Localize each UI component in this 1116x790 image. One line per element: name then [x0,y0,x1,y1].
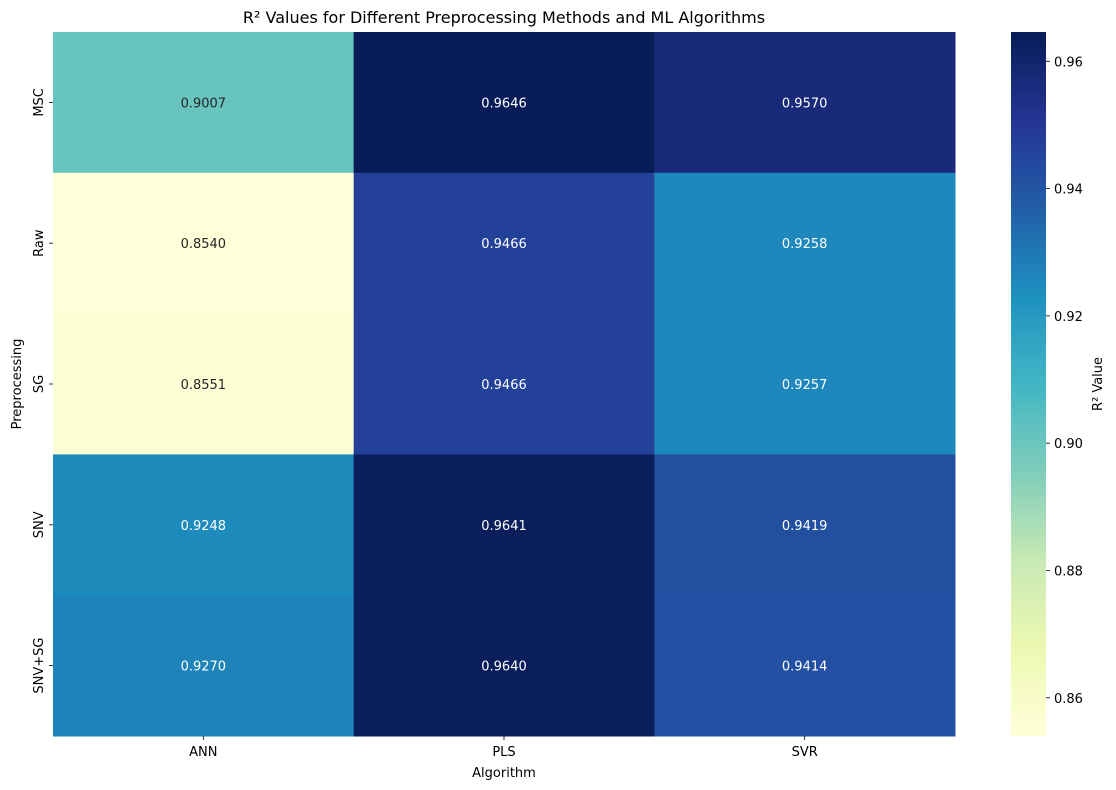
colorbar-tick-label: 0.94 [1054,183,1083,198]
heatmap-cell [654,313,956,455]
heatmap-cell [353,172,655,315]
heatmap-cell [53,454,355,596]
heatmap-cell [654,595,956,737]
heatmap-cell [654,454,956,596]
colorbar-tick-label: 0.92 [1054,310,1083,325]
colorbar-tick-label: 0.88 [1054,565,1083,580]
cell-value-label: 0.8540 [181,237,227,252]
y-tick-label: MSC [32,88,47,117]
heatmap-cell [353,313,655,455]
cell-value-label: 0.9570 [782,96,828,111]
cell-value-label: 0.9640 [481,660,527,675]
heatmap-cell [353,595,655,737]
cell-value-label: 0.9641 [481,519,527,534]
heatmap-cell [353,32,655,174]
heatmap-cell [53,595,355,737]
x-tick-label: ANN [189,745,217,760]
y-axis-ticks: MSC Raw SG SNV SNV+SG [32,88,53,694]
heatmap-cell [53,32,355,174]
cell-value-label: 0.9248 [181,519,227,534]
y-tick-label: SNV+SG [32,638,47,694]
cell-value-label: 0.9646 [481,96,527,111]
cell-value-label: 0.9419 [782,519,828,534]
cell-value-label: 0.9257 [782,378,828,393]
x-tick-label: SVR [792,745,818,760]
chart-title: R² Values for Different Preprocessing Me… [243,8,765,27]
colorbar [1011,32,1046,736]
heatmap-cell [654,172,956,315]
cell-value-label: 0.9466 [481,237,527,252]
cell-value-label: 0.9258 [782,237,828,252]
colorbar-tick-label: 0.90 [1054,437,1083,452]
y-tick-label: SG [32,375,47,393]
y-axis-label: Preprocessing [10,339,25,430]
heatmap-cell [654,32,956,174]
heatmap-cell [53,172,355,315]
colorbar-tick-label: 0.96 [1054,55,1083,70]
x-axis-label: Algorithm [472,766,536,781]
cell-value-label: 0.9007 [181,96,227,111]
x-tick-label: PLS [492,745,515,760]
y-tick-label: SNV [32,511,47,538]
heatmap-cells: 0.9007 0.9646 0.9570 0.8540 0.9466 0.9258 0.85… [53,32,956,737]
y-tick-label: Raw [32,229,47,257]
colorbar-label: R² Value [1091,357,1106,411]
cell-value-label: 0.9466 [481,378,527,393]
colorbar-ticks: 0.86 0.88 0.90 0.92 0.94 0.96 [1046,55,1083,707]
heatmap-cell [353,454,655,596]
cell-value-label: 0.9414 [782,660,828,675]
colorbar-tick-label: 0.86 [1054,692,1083,707]
cell-value-label: 0.9270 [181,660,227,675]
x-axis-ticks: ANN PLS SVR [189,736,818,760]
heatmap-cell [53,313,355,455]
cell-value-label: 0.8551 [181,378,227,393]
